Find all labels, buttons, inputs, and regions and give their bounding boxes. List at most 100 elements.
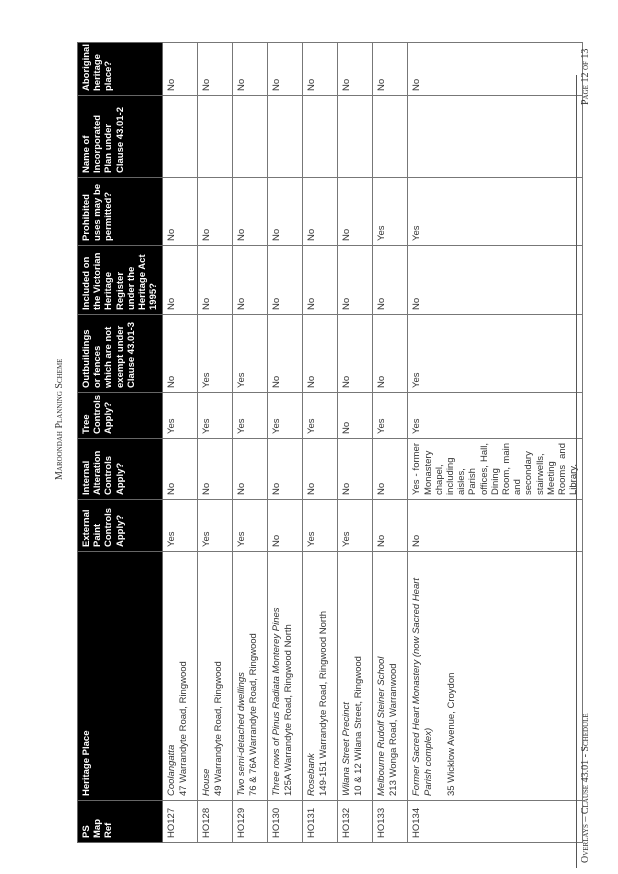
cell-internal-alteration: No (302, 438, 338, 500)
cell-incorporated-plan (267, 95, 303, 178)
heritage-place-name: House (201, 768, 213, 796)
cell-heritage-place: Rosebank 149-151 Warrandyte Road, Ringwo… (302, 551, 338, 801)
table-row: HO134 Former Sacred Heart Monastery (now… (407, 42, 583, 843)
cell-prohibited-uses: No (302, 177, 338, 246)
cell-aboriginal-heritage: No (232, 42, 268, 96)
cell-tree-controls: Yes (197, 392, 233, 439)
heritage-place-name: Two semi-detached dwellings (236, 672, 248, 796)
heritage-schedule-table: PS Map Ref Heritage Place External Paint… (77, 42, 583, 843)
heritage-place-address: 47 Warrandyte Road, Ringwood (177, 661, 189, 796)
cell-heritage-place: Three rows of Pinus Radiata Monterey Pin… (267, 551, 303, 801)
cell-heritage-place: Coolangatta 47 Warrandyte Road, Ringwood (162, 551, 198, 801)
cell-internal-alteration: No (197, 438, 233, 500)
cell-aboriginal-heritage: No (337, 42, 373, 96)
cell-tree-controls: Yes (162, 392, 198, 439)
cell-incorporated-plan (302, 95, 338, 178)
cell-map-ref: HO133 (372, 800, 408, 843)
cell-victorian-heritage-register: No (407, 245, 583, 315)
cell-incorporated-plan (162, 95, 198, 178)
heritage-place-name: Wilana Street Precinct (341, 702, 353, 796)
column-header-outbuildings: Outbuildings or fences which are not exe… (77, 314, 163, 393)
column-header-heritage-place: Heritage Place (77, 551, 163, 801)
cell-tree-controls: Yes (232, 392, 268, 439)
cell-prohibited-uses: Yes (407, 177, 583, 246)
cell-external-paint: No (407, 499, 583, 552)
cell-heritage-place: Two semi-detached dwellings 76 & 76A War… (232, 551, 268, 801)
cell-outbuildings: Yes (407, 314, 583, 393)
cell-tree-controls: Yes (372, 392, 408, 439)
cell-map-ref: HO127 (162, 800, 198, 843)
cell-outbuildings: No (302, 314, 338, 393)
cell-internal-alteration: No (232, 438, 268, 500)
cell-incorporated-plan (372, 95, 408, 178)
cell-external-paint: Yes (162, 499, 198, 552)
cell-external-paint: Yes (302, 499, 338, 552)
cell-heritage-place: House 49 Warrandyte Road, Ringwood (197, 551, 233, 801)
cell-prohibited-uses: Yes (372, 177, 408, 246)
table-row: HO128 House 49 Warrandyte Road, Ringwood… (197, 42, 233, 843)
cell-aboriginal-heritage: No (267, 42, 303, 96)
heritage-table-container: PS Map Ref Heritage Place External Paint… (77, 42, 583, 843)
cell-heritage-place: Melbourne Rudolf Steiner School 213 Wong… (372, 551, 408, 801)
cell-outbuildings: No (267, 314, 303, 393)
table-header-row: PS Map Ref Heritage Place External Paint… (77, 42, 163, 843)
cell-tree-controls: Yes (267, 392, 303, 439)
running-header-title: Maroondah Planning Scheme (54, 358, 65, 480)
column-header-victorian-heritage-register: Included on the Victorian Heritage Regis… (77, 245, 163, 315)
cell-incorporated-plan (407, 95, 583, 178)
table-row: HO133 Melbourne Rudolf Steiner School 21… (372, 42, 408, 843)
heritage-place-address: 149-151 Warrandyte Road, Ringwood North (317, 611, 329, 796)
cell-map-ref: HO134 (407, 800, 583, 843)
cell-map-ref: HO128 (197, 800, 233, 843)
heritage-place-address: 10 & 12 Wilana Street, Ringwood (352, 656, 364, 796)
cell-prohibited-uses: No (197, 177, 233, 246)
cell-external-paint: No (372, 499, 408, 552)
cell-victorian-heritage-register: No (162, 245, 198, 315)
cell-heritage-place: Wilana Street Precinct 10 & 12 Wilana St… (337, 551, 373, 801)
cell-internal-alteration: Yes - former Monastery chapel, including… (407, 438, 583, 500)
heritage-place-address: 213 Wonga Road, Warranwood (387, 663, 399, 796)
heritage-place-name: Coolangatta (166, 744, 178, 796)
cell-prohibited-uses: No (232, 177, 268, 246)
heritage-place-address: 35 Wicklow Avenue, Croydon (445, 672, 457, 796)
heritage-place-name: Melbourne Rudolf Steiner School (376, 656, 388, 796)
cell-map-ref: HO129 (232, 800, 268, 843)
cell-prohibited-uses: No (337, 177, 373, 246)
cell-internal-alteration: No (267, 438, 303, 500)
footer-page-number: Page 12 of 13 (580, 48, 591, 105)
cell-victorian-heritage-register: No (372, 245, 408, 315)
cell-outbuildings: No (337, 314, 373, 393)
heritage-place-name: Three rows of Pinus Radiata Monterey Pin… (271, 607, 283, 796)
table-row: HO131 Rosebank 149-151 Warrandyte Road, … (302, 42, 338, 843)
cell-internal-alteration: No (337, 438, 373, 500)
cell-tree-controls: Yes (302, 392, 338, 439)
cell-map-ref: HO132 (337, 800, 373, 843)
cell-map-ref: HO131 (302, 800, 338, 843)
cell-internal-alteration: No (372, 438, 408, 500)
cell-aboriginal-heritage: No (197, 42, 233, 96)
cell-victorian-heritage-register: No (337, 245, 373, 315)
cell-aboriginal-heritage: No (407, 42, 583, 96)
cell-prohibited-uses: No (267, 177, 303, 246)
cell-internal-alteration: No (162, 438, 198, 500)
cell-victorian-heritage-register: No (267, 245, 303, 315)
column-header-tree-controls: Tree Controls Apply? (77, 392, 163, 439)
cell-victorian-heritage-register: No (197, 245, 233, 315)
heritage-place-address: 76 & 76A Warrandyte Road, Ringwood (247, 633, 259, 796)
cell-outbuildings: Yes (232, 314, 268, 393)
cell-heritage-place: Former Sacred Heart Monastery (now Sacre… (407, 551, 583, 801)
spacer (434, 556, 446, 796)
table-row: HO130 Three rows of Pinus Radiata Monter… (267, 42, 303, 843)
cell-tree-controls: Yes (407, 392, 583, 439)
heritage-place-name: Rosebank (306, 753, 318, 796)
column-header-prohibited-uses: Prohibited uses may be permitted? (77, 177, 163, 246)
cell-map-ref: HO130 (267, 800, 303, 843)
cell-aboriginal-heritage: No (302, 42, 338, 96)
cell-aboriginal-heritage: No (162, 42, 198, 96)
column-header-internal-alteration: Internal Alteration Controls Apply? (77, 438, 163, 500)
table-row: HO127 Coolangatta 47 Warrandyte Road, Ri… (162, 42, 198, 843)
cell-victorian-heritage-register: No (232, 245, 268, 315)
footer-divider (576, 75, 577, 868)
column-header-incorporated-plan: Name of Incorporated Plan under Clause 4… (77, 95, 163, 178)
